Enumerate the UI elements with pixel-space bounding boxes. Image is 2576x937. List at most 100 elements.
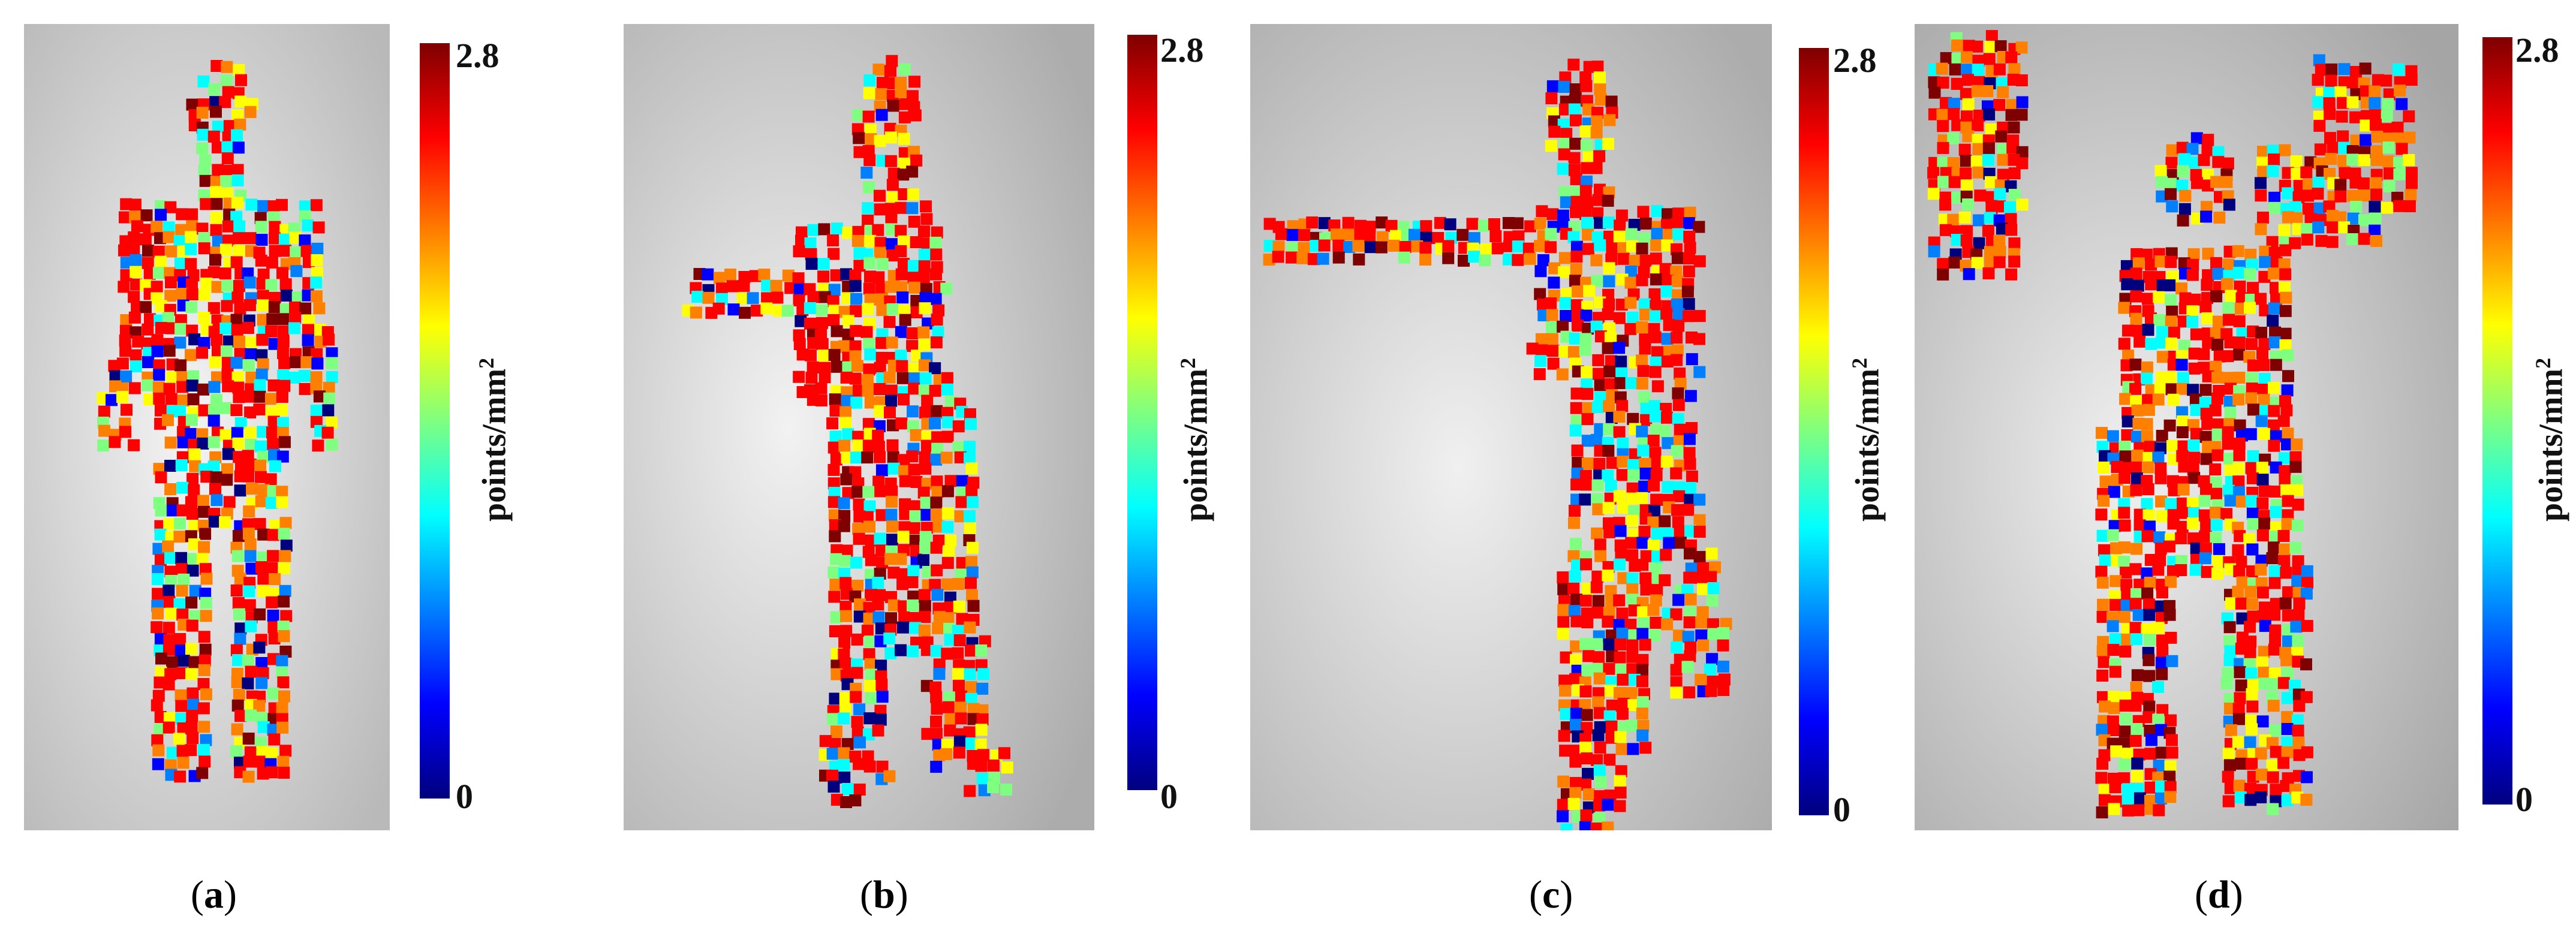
point-sample <box>2246 258 2259 271</box>
point-sample <box>276 267 288 279</box>
point-sample <box>1536 344 1548 357</box>
point-sample <box>941 521 954 534</box>
point-sample <box>1557 162 1569 175</box>
point-sample <box>2301 746 2313 758</box>
point-sample <box>898 147 911 159</box>
point-sample <box>2179 292 2192 305</box>
point-sample <box>1674 367 1686 380</box>
point-sample <box>1546 309 1558 321</box>
point-sample <box>2210 327 2222 340</box>
point-sample <box>883 77 896 89</box>
point-sample <box>2179 189 2192 202</box>
point-sample <box>166 504 179 517</box>
point-sample <box>1651 380 1664 393</box>
point-sample <box>1558 252 1571 264</box>
point-sample <box>840 371 853 384</box>
point-sample <box>166 746 179 759</box>
point-sample <box>2258 677 2271 690</box>
point-sample <box>1570 186 1583 198</box>
point-sample <box>2281 692 2294 704</box>
point-sample <box>186 508 198 520</box>
point-sample <box>828 487 841 499</box>
point-sample <box>257 551 269 564</box>
point-sample <box>2096 724 2108 736</box>
point-sample <box>1580 139 1593 152</box>
point-sample <box>1570 263 1582 275</box>
point-sample <box>875 679 888 691</box>
point-sample <box>174 257 186 270</box>
point-sample <box>2267 803 2279 815</box>
point-sample <box>2381 110 2393 122</box>
point-sample <box>152 381 165 394</box>
point-sample <box>920 508 933 521</box>
point-sample <box>177 394 189 406</box>
point-sample <box>1570 206 1582 218</box>
point-sample <box>2360 119 2372 132</box>
point-sample <box>1982 267 1995 279</box>
point-sample <box>2165 498 2177 510</box>
point-sample <box>838 439 851 452</box>
point-sample <box>864 348 877 361</box>
point-sample <box>1614 687 1626 699</box>
point-sample <box>2132 783 2144 796</box>
point-sample <box>827 314 840 326</box>
point-sample <box>2267 267 2280 280</box>
point-sample <box>1388 239 1400 252</box>
point-sample <box>2210 476 2222 489</box>
point-sample <box>898 521 911 534</box>
point-sample <box>245 562 258 575</box>
point-sample <box>244 538 257 550</box>
point-sample <box>234 460 247 472</box>
point-sample <box>1958 211 1971 224</box>
point-sample <box>1560 128 1573 140</box>
point-sample <box>2256 156 2269 169</box>
point-sample <box>119 335 131 347</box>
point-sample <box>2015 41 2028 54</box>
point-sample <box>2382 155 2394 168</box>
point-sample <box>1693 551 1706 564</box>
point-sample <box>1000 784 1012 796</box>
point-sample <box>919 406 931 419</box>
point-sample <box>1717 684 1730 696</box>
point-sample <box>174 517 186 530</box>
point-sample <box>2403 200 2416 212</box>
point-sample <box>291 291 304 303</box>
point-sample <box>965 418 977 430</box>
point-sample <box>1650 239 1663 252</box>
point-sample <box>2334 211 2347 224</box>
point-sample <box>1972 166 1985 179</box>
point-sample <box>1592 595 1605 607</box>
point-sample <box>907 188 919 201</box>
point-sample <box>1972 119 1984 131</box>
point-sample <box>1001 761 1013 774</box>
point-sample <box>966 566 979 579</box>
point-sample <box>2142 711 2155 724</box>
point-sample <box>2016 198 2029 211</box>
point-sample <box>898 393 910 406</box>
point-sample <box>1581 709 1593 721</box>
point-sample <box>2277 530 2290 542</box>
point-sample <box>2358 233 2370 245</box>
point-sample <box>850 293 863 305</box>
point-sample <box>255 254 267 267</box>
point-sample <box>2279 395 2291 408</box>
point-sample <box>1614 731 1627 743</box>
point-sample <box>1636 707 1648 720</box>
point-sample <box>1614 651 1626 664</box>
point-sample <box>1593 764 1606 777</box>
point-sample <box>1434 216 1446 229</box>
point-sample <box>1581 435 1594 447</box>
point-sample <box>2233 779 2246 792</box>
point-sample <box>97 439 110 452</box>
point-sample <box>2223 453 2235 465</box>
point-sample <box>200 198 212 210</box>
point-sample <box>2338 76 2351 89</box>
point-sample <box>1594 379 1606 391</box>
point-sample <box>1947 132 1960 144</box>
point-sample <box>751 305 763 317</box>
panel-c: 2.8 0 points/mm2 (c) <box>1247 0 1895 937</box>
point-sample <box>2394 85 2406 97</box>
point-sample <box>1624 297 1637 309</box>
point-sample <box>2166 200 2178 213</box>
point-sample <box>243 585 255 598</box>
